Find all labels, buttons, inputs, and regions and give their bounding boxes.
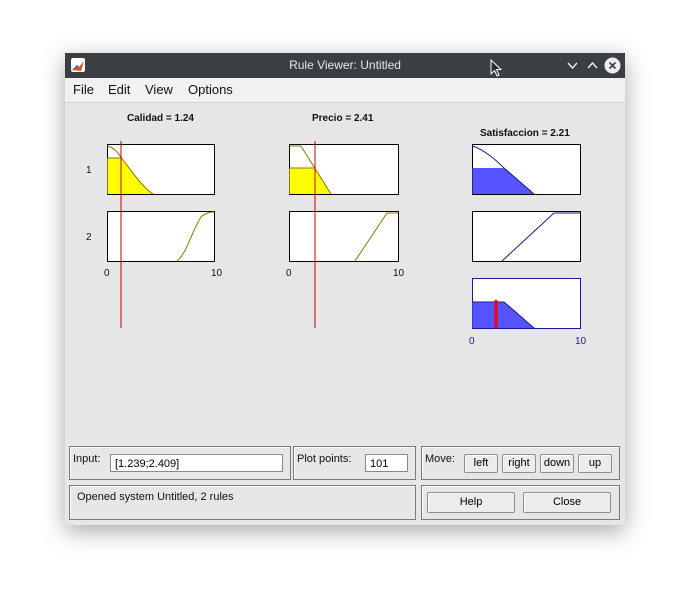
dialog-buttons-panel: Help Close [421, 485, 620, 520]
maximize-icon[interactable] [584, 57, 601, 74]
calidad-title: Calidad = 1.24 [127, 113, 194, 124]
calidad-tick-max: 10 [211, 268, 223, 279]
input-label: Input: [73, 453, 101, 465]
help-button[interactable]: Help [427, 492, 515, 513]
precio-title: Precio = 2.41 [312, 113, 374, 124]
rule-number-1: 1 [86, 165, 92, 176]
status-text: Opened system Untitled, 2 rules [77, 491, 234, 503]
calidad-tick-min: 0 [104, 268, 110, 279]
rule-viewer-window: Rule Viewer: Untitled File Edit View Opt… [65, 53, 625, 525]
precio-tick-max: 10 [393, 268, 405, 279]
satisfaccion-title: Satisfaccion = 2.21 [480, 128, 570, 139]
menu-bar: File Edit View Options [65, 78, 625, 103]
satisfaccion-rule1-plot [472, 144, 581, 195]
calidad-rule1-plot[interactable] [107, 144, 215, 195]
calidad-index-line[interactable] [120, 141, 122, 328]
satisfaccion-tick-max: 10 [575, 336, 587, 347]
status-panel: Opened system Untitled, 2 rules [69, 485, 416, 520]
precio-tick-min: 0 [286, 268, 292, 279]
move-right-button[interactable]: right [502, 454, 536, 473]
menu-edit[interactable]: Edit [108, 82, 131, 97]
move-down-button[interactable]: down [540, 454, 574, 473]
title-bar[interactable]: Rule Viewer: Untitled [65, 53, 625, 78]
matlab-app-icon [71, 58, 85, 72]
menu-view[interactable]: View [145, 82, 173, 97]
satisfaccion-tick-min: 0 [469, 336, 475, 347]
satisfaccion-rule2-plot [472, 211, 581, 262]
minimize-icon[interactable] [564, 57, 581, 74]
precio-rule1-plot[interactable] [289, 144, 399, 195]
plot-points-label: Plot points: [297, 453, 352, 465]
calidad-rule2-plot[interactable] [107, 211, 215, 262]
menu-options[interactable]: Options [188, 82, 233, 97]
move-left-button[interactable]: left [464, 454, 498, 473]
window-title: Rule Viewer: Untitled [289, 58, 401, 72]
close-icon[interactable] [604, 57, 621, 74]
move-up-button[interactable]: up [578, 454, 612, 473]
plot-points-panel: Plot points: 101 [293, 446, 416, 480]
precio-rule2-plot[interactable] [289, 211, 399, 262]
precio-index-line[interactable] [314, 141, 316, 328]
plot-points-field[interactable]: 101 [365, 454, 408, 472]
satisfaccion-aggregate-plot [472, 278, 581, 329]
input-panel: Input: [1.239;2.409] [69, 446, 291, 480]
rule-number-2: 2 [86, 232, 92, 243]
move-panel: Move: left right down up [421, 446, 620, 480]
close-button[interactable]: Close [523, 492, 611, 513]
mouse-pointer-icon [490, 59, 503, 77]
move-label: Move: [425, 453, 455, 465]
input-field[interactable]: [1.239;2.409] [110, 454, 283, 472]
menu-file[interactable]: File [73, 82, 94, 97]
